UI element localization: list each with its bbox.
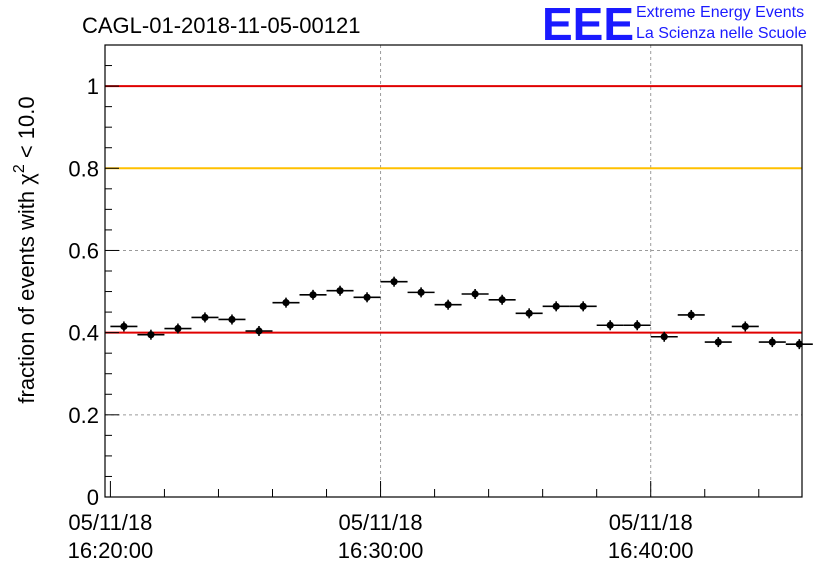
- axes: [104, 44, 803, 498]
- data-point: [390, 278, 398, 286]
- data-point: [147, 331, 155, 339]
- x-tick-time: 16:40:00: [608, 538, 694, 563]
- data-point: [336, 287, 344, 295]
- data-point: [768, 338, 776, 346]
- data-point: [552, 302, 560, 310]
- eee-logo: EEE Extreme Energy Events La Scienza nel…: [542, 0, 807, 50]
- data-point: [498, 296, 506, 304]
- y-axis-label-exponent: 2: [11, 164, 28, 173]
- y-axis-label-main: fraction of events with: [14, 185, 39, 404]
- y-tick-label: 0.2: [68, 403, 99, 428]
- reference-lines: [105, 85, 802, 334]
- data-point: [201, 313, 209, 322]
- x-tick-date: 05/11/18: [339, 510, 423, 535]
- grid-layer: [105, 45, 802, 497]
- data-point: [633, 321, 641, 329]
- data-point: [309, 291, 317, 299]
- data-point: [417, 288, 425, 296]
- plot-frame: [104, 44, 803, 498]
- data-point: [174, 324, 182, 333]
- logo-mark-text: EEE: [542, 0, 634, 50]
- data-point: [363, 293, 371, 301]
- y-tick-label: 1: [87, 74, 99, 99]
- y-axis-label-symbol: χ: [14, 173, 39, 185]
- data-point: [687, 311, 695, 319]
- data-point: [714, 338, 722, 346]
- y-tick-label: 0: [87, 485, 99, 510]
- data-point: [606, 321, 614, 329]
- data-point: [579, 302, 587, 310]
- data-point: [228, 315, 236, 324]
- x-tick-date: 05/11/18: [609, 510, 693, 535]
- y-tick-label: 0.8: [68, 156, 99, 181]
- x-tick-date: 05/11/18: [68, 510, 152, 535]
- data-point: [282, 299, 290, 307]
- chart-title: CAGL-01-2018-11-05-00121: [82, 13, 360, 38]
- data-point: [525, 309, 533, 317]
- y-tick-label: 0.6: [68, 238, 99, 263]
- data-point: [795, 340, 803, 348]
- data-point: [660, 333, 668, 341]
- data-point: [741, 322, 749, 331]
- logo-line-2: La Scienza nelle Scuole: [636, 25, 807, 42]
- logo-line-1: Extreme Energy Events: [636, 4, 804, 21]
- data-series: [110, 276, 813, 350]
- data-point: [255, 327, 263, 335]
- data-point: [120, 322, 128, 331]
- y-axis-label: fraction of events with χ2 < 10.0: [11, 96, 39, 403]
- tick-labels: 0 0.2 0.4 0.6 0.8 1 05/11/18 16:20:00 05/11/18 16…: [68, 74, 694, 563]
- x-tick-time: 16:20:00: [68, 538, 154, 563]
- y-tick-label: 0.4: [68, 321, 99, 346]
- x-tick-time: 16:30:00: [338, 538, 424, 563]
- y-axis-label-tail: < 10.0: [14, 96, 39, 164]
- data-point: [444, 301, 452, 309]
- data-point: [471, 290, 479, 298]
